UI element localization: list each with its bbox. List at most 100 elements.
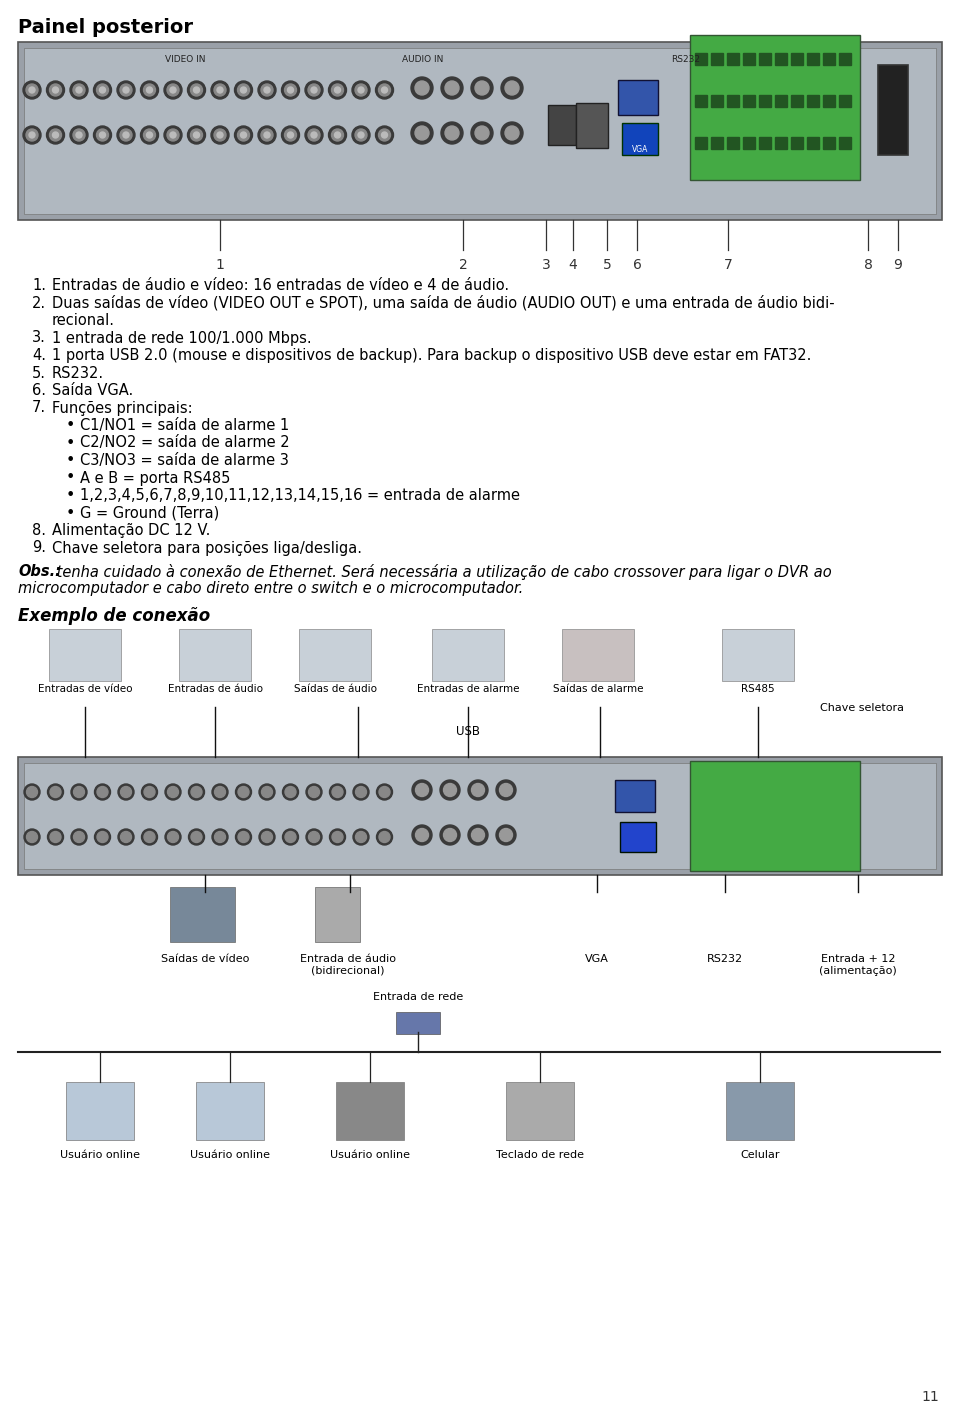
Circle shape xyxy=(191,832,202,842)
Circle shape xyxy=(328,82,347,99)
Circle shape xyxy=(415,82,429,94)
Circle shape xyxy=(496,780,516,800)
Circle shape xyxy=(285,832,296,842)
Bar xyxy=(759,137,771,149)
Circle shape xyxy=(194,87,200,93)
Text: 8: 8 xyxy=(864,258,873,272)
Circle shape xyxy=(471,828,485,842)
Circle shape xyxy=(26,130,38,141)
Circle shape xyxy=(237,130,250,141)
Circle shape xyxy=(94,829,110,845)
Circle shape xyxy=(214,787,226,797)
Bar xyxy=(823,137,835,149)
Bar xyxy=(743,54,755,65)
Circle shape xyxy=(165,829,181,845)
Bar xyxy=(839,137,851,149)
Circle shape xyxy=(305,125,323,144)
Circle shape xyxy=(311,132,317,138)
Bar xyxy=(315,887,360,942)
Text: 1: 1 xyxy=(216,258,225,272)
Circle shape xyxy=(499,828,513,842)
Text: Funções principais:: Funções principais: xyxy=(52,400,193,415)
Circle shape xyxy=(415,125,429,139)
Bar xyxy=(396,1012,440,1033)
Circle shape xyxy=(261,130,273,141)
Circle shape xyxy=(475,125,489,139)
Text: 9.: 9. xyxy=(32,541,46,556)
Circle shape xyxy=(74,832,84,842)
Text: 3.: 3. xyxy=(32,331,46,345)
Text: Usuário online: Usuário online xyxy=(190,1150,270,1160)
Text: •: • xyxy=(66,470,76,486)
Circle shape xyxy=(258,82,276,99)
Bar xyxy=(690,760,860,872)
Circle shape xyxy=(188,784,204,800)
Circle shape xyxy=(259,784,275,800)
Circle shape xyxy=(444,828,457,842)
Bar xyxy=(18,758,942,874)
Circle shape xyxy=(211,125,229,144)
Circle shape xyxy=(416,783,428,797)
Circle shape xyxy=(73,84,85,96)
Circle shape xyxy=(505,125,519,139)
Circle shape xyxy=(329,784,346,800)
Circle shape xyxy=(46,82,64,99)
Circle shape xyxy=(376,784,393,800)
Text: •: • xyxy=(66,418,76,434)
Text: 5.: 5. xyxy=(32,366,46,380)
Circle shape xyxy=(261,84,273,96)
Circle shape xyxy=(308,787,320,797)
Bar xyxy=(49,629,121,681)
Text: 5: 5 xyxy=(603,258,612,272)
Circle shape xyxy=(471,77,493,99)
Circle shape xyxy=(411,122,433,144)
Bar xyxy=(775,94,787,107)
Bar xyxy=(807,137,819,149)
Text: 11: 11 xyxy=(922,1390,939,1404)
Circle shape xyxy=(358,132,364,138)
Circle shape xyxy=(187,82,205,99)
Circle shape xyxy=(143,84,156,96)
Circle shape xyxy=(445,82,459,94)
Bar xyxy=(615,780,655,812)
Circle shape xyxy=(76,87,82,93)
Circle shape xyxy=(70,82,88,99)
Circle shape xyxy=(234,125,252,144)
Text: Entradas de áudio: Entradas de áudio xyxy=(167,684,262,694)
Circle shape xyxy=(308,832,320,842)
Bar xyxy=(548,106,576,145)
Bar xyxy=(24,48,936,214)
Circle shape xyxy=(282,829,299,845)
Text: Saídas de áudio: Saídas de áudio xyxy=(294,684,376,694)
Text: Chave seletora: Chave seletora xyxy=(820,703,904,712)
Circle shape xyxy=(29,87,35,93)
Circle shape xyxy=(167,84,179,96)
Circle shape xyxy=(94,784,110,800)
Bar xyxy=(618,80,658,115)
Circle shape xyxy=(306,829,322,845)
Text: Celular: Celular xyxy=(740,1150,780,1160)
Circle shape xyxy=(50,130,61,141)
Text: Usuário online: Usuário online xyxy=(60,1150,140,1160)
Circle shape xyxy=(120,84,132,96)
Text: 8.: 8. xyxy=(32,522,46,538)
Text: C2/NO2 = saída de alarme 2: C2/NO2 = saída de alarme 2 xyxy=(80,435,290,451)
Text: recional.: recional. xyxy=(52,313,115,328)
Circle shape xyxy=(123,132,129,138)
Circle shape xyxy=(97,84,108,96)
Text: C3/NO3 = saída de alarme 3: C3/NO3 = saída de alarme 3 xyxy=(80,453,289,467)
Circle shape xyxy=(235,829,252,845)
Text: Usuário online: Usuário online xyxy=(330,1150,410,1160)
Text: RS232: RS232 xyxy=(707,955,743,964)
Bar xyxy=(791,54,803,65)
Circle shape xyxy=(285,787,296,797)
Circle shape xyxy=(167,787,179,797)
Text: Entradas de alarme: Entradas de alarme xyxy=(417,684,519,694)
Circle shape xyxy=(141,829,157,845)
Circle shape xyxy=(164,125,182,144)
Bar xyxy=(695,137,707,149)
Circle shape xyxy=(468,780,488,800)
Text: 7: 7 xyxy=(724,258,732,272)
Text: 3: 3 xyxy=(541,258,550,272)
Circle shape xyxy=(212,829,228,845)
